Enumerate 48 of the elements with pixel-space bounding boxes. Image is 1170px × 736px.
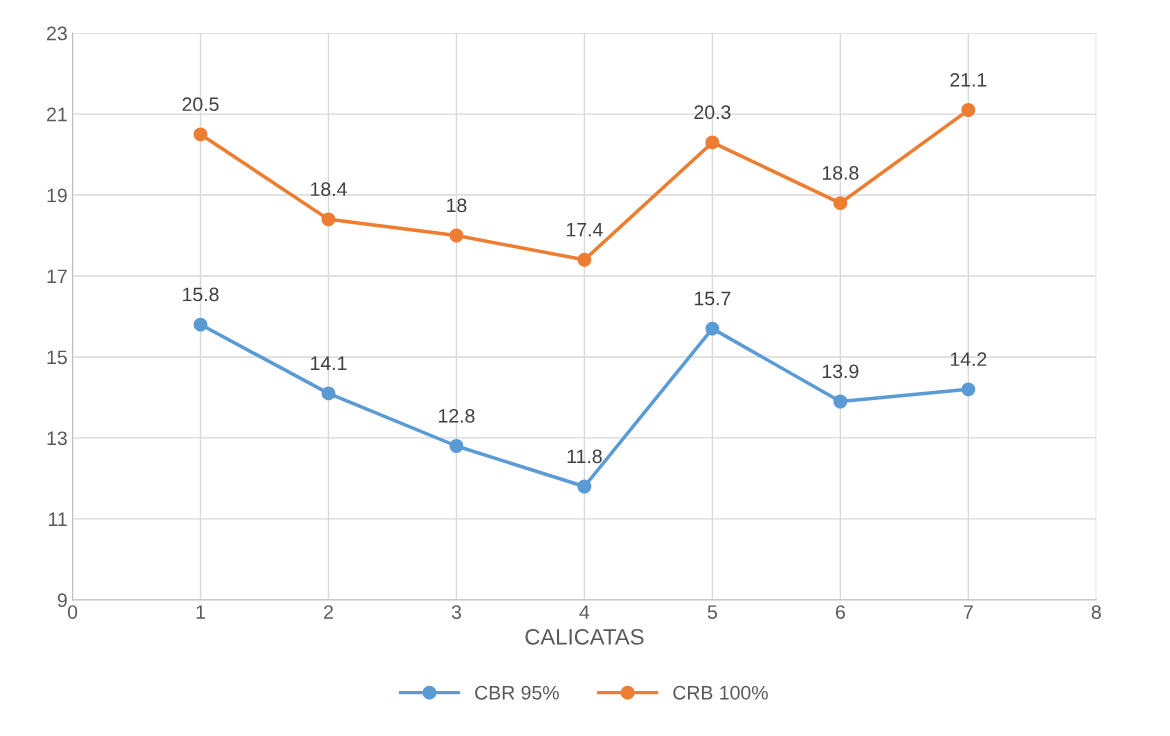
data-label: 20.5 [182, 97, 219, 112]
point [833, 196, 848, 211]
data-label: 13.9 [822, 364, 859, 379]
y-tick-label: 23 [47, 26, 67, 41]
x-tick-label: 2 [324, 605, 333, 619]
legend-label: CBR 95% [475, 685, 559, 700]
point [961, 382, 976, 397]
y-tick-label: 13 [47, 431, 67, 446]
y-tick-label: 19 [47, 188, 67, 203]
x-tick-label: 4 [579, 605, 590, 619]
data-label: 17.4 [566, 222, 603, 237]
point [449, 228, 464, 243]
data-label: 21.1 [950, 72, 987, 87]
data-label: 15.8 [183, 287, 219, 302]
point [321, 386, 336, 401]
data-label: 12.8 [439, 408, 475, 423]
point [193, 127, 208, 142]
y-tick-label: 11 [48, 512, 67, 526]
data-label: 11.8 [567, 449, 602, 464]
point [577, 252, 592, 267]
y-tick-label: 21 [47, 107, 67, 122]
legend-label: CRB 100% [673, 685, 768, 700]
point [321, 212, 336, 227]
x-tick-label: 3 [451, 605, 461, 619]
x-tick-label: 1 [196, 605, 205, 619]
point [961, 103, 976, 117]
x-axis-title: CALICATAS [525, 628, 644, 645]
point [449, 439, 464, 453]
x-tick-label: 8 [1091, 605, 1101, 619]
x-tick-label: 5 [707, 605, 717, 619]
data-label: 20.3 [694, 105, 731, 120]
point [705, 135, 720, 150]
point [705, 321, 720, 336]
y-tick-label: 15 [47, 350, 67, 365]
y-tick-label: 17 [47, 269, 67, 284]
data-label: 18 [447, 198, 467, 213]
x-tick-label: 0 [67, 605, 78, 619]
data-label: 18.8 [822, 166, 859, 180]
x-tick-label: 7 [963, 605, 973, 619]
point [833, 394, 848, 409]
data-label: 18.4 [311, 182, 347, 197]
data-label: 14.2 [950, 352, 987, 366]
data-label: 15.7 [694, 291, 731, 306]
x-tick-label: 6 [835, 605, 845, 619]
point [193, 317, 208, 332]
data-label: 14.1 [311, 356, 347, 370]
point [577, 479, 592, 494]
y-tick-label: 9 [57, 593, 67, 608]
